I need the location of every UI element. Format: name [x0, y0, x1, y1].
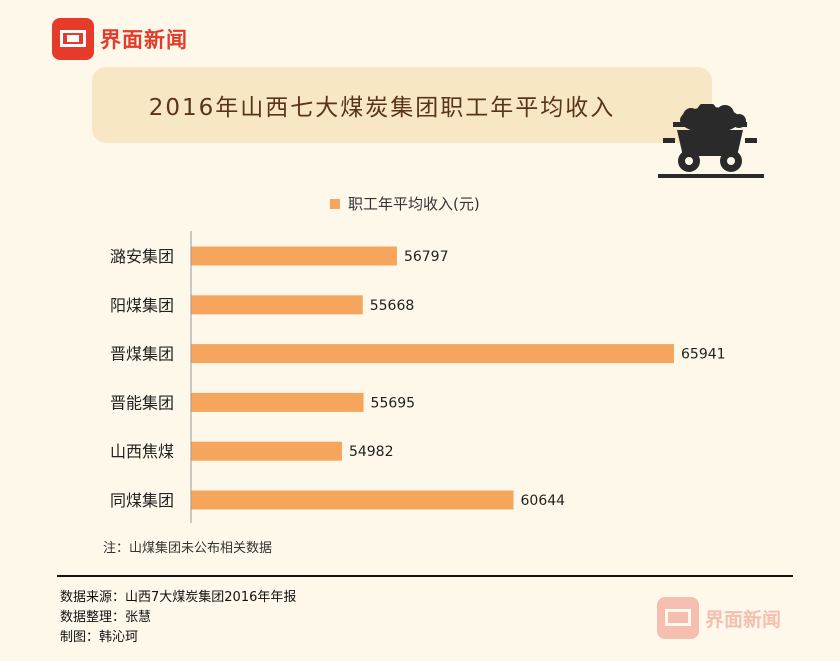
brand-logo: 界面新闻 [52, 18, 188, 60]
brand-logo-icon [52, 18, 94, 60]
data-label: 54982 [349, 444, 394, 460]
legend-label: 职工年平均收入(元) [348, 195, 480, 213]
category-label: 同煤集团 [110, 491, 174, 510]
data-label: 55695 [371, 395, 416, 411]
category-label: 阳煤集团 [110, 296, 174, 315]
footer: 数据来源：山西7大煤炭集团2016年年报 数据整理：张慧 制图：韩沁珂 [60, 588, 296, 648]
data-label: 65941 [681, 347, 726, 363]
coal-cart-icon [658, 104, 764, 178]
category-label: 晋能集团 [110, 393, 174, 412]
category-label: 潞安集团 [110, 247, 174, 266]
bar [191, 441, 342, 461]
data-label: 56797 [404, 249, 449, 265]
data-label: 60644 [521, 493, 566, 509]
chart-title: 2016年山西七大煤炭集团职工年平均收入 [148, 95, 616, 121]
watermark-logo: 界面新闻 [657, 597, 781, 639]
footer-source: 数据来源：山西7大煤炭集团2016年年报 [60, 590, 297, 605]
chart-title-banner: 2016年山西七大煤炭集团职工年平均收入 [92, 67, 712, 143]
watermark-text: 界面新闻 [705, 608, 782, 631]
bar [191, 295, 363, 315]
footer-compiler: 数据整理：张慧 [60, 610, 152, 625]
data-label: 55668 [370, 298, 415, 314]
bar [191, 344, 674, 364]
bar [191, 246, 397, 266]
bar [191, 392, 364, 412]
chart-note: 注：山煤集团未公布相关数据 [103, 541, 273, 556]
watermark-icon [657, 597, 699, 639]
brand-name: 界面新闻 [100, 28, 188, 52]
category-label: 山西焦煤 [110, 442, 174, 461]
footer-divider [57, 575, 793, 577]
bar-chart: 潞安集团 56797 阳煤集团 55668 晋煤集团 65941 晋能集团 55695 山西焦煤… [110, 231, 726, 523]
footer-designer: 制图：韩沁珂 [60, 630, 139, 645]
category-label: 晋煤集团 [110, 345, 174, 364]
legend-swatch [330, 198, 340, 209]
chart-legend: 职工年平均收入(元) [330, 193, 480, 214]
bar [191, 490, 514, 510]
